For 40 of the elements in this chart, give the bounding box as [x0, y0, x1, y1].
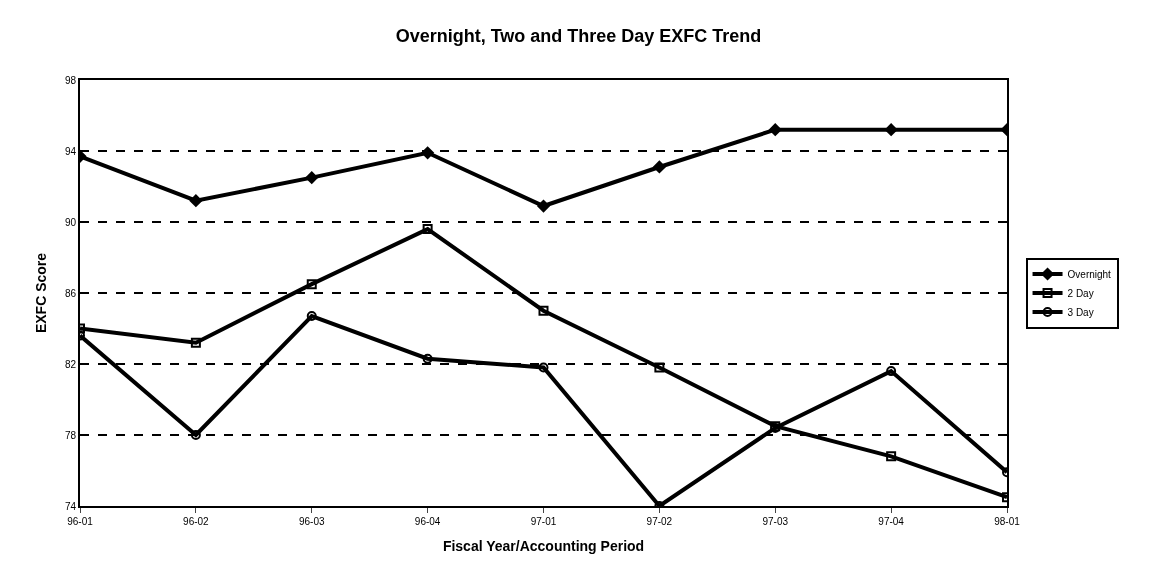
- point: [886, 451, 897, 462]
- x-tick-label: 97-04: [878, 516, 905, 527]
- point: [306, 279, 317, 290]
- x-tick-label: 96-01: [67, 516, 94, 527]
- point: [538, 305, 549, 316]
- legend-label: 2 Day: [1067, 287, 1094, 299]
- y-axis-title: EXFC Score: [32, 252, 49, 334]
- legend-label: Overnight: [1067, 268, 1112, 280]
- point: [537, 199, 550, 213]
- point: [305, 171, 318, 184]
- point: [653, 160, 666, 174]
- y-tick-label: 98: [64, 74, 77, 86]
- x-tick-label: 96-04: [414, 516, 441, 527]
- point: [422, 224, 433, 235]
- point: [538, 362, 549, 373]
- y-tick-label: 86: [64, 287, 77, 299]
- point: [884, 123, 898, 136]
- x-tick-label: 97-02: [646, 516, 673, 527]
- y-tick-label: 78: [64, 429, 77, 441]
- x-tick-label: 96-03: [298, 516, 325, 527]
- x-axis-title: Fiscal Year/Accounting Period: [442, 537, 645, 554]
- point: [190, 337, 201, 348]
- x-tick-label: 98-01: [994, 516, 1021, 527]
- point: [421, 146, 434, 159]
- y-tick-label: 82: [64, 358, 77, 370]
- chart-title: Overnight, Two and Three Day EXFC Trend: [395, 25, 762, 46]
- y-tick-label: 74: [64, 500, 77, 512]
- point: [189, 194, 203, 207]
- point: [654, 362, 665, 373]
- x-tick-label: 97-03: [762, 516, 789, 527]
- point: [886, 366, 897, 377]
- point: [769, 123, 782, 136]
- y-tick-label: 90: [64, 216, 77, 228]
- x-tick-label: 97-01: [530, 516, 557, 527]
- legend-label: 3 Day: [1067, 306, 1094, 318]
- x-tick-label: 96-02: [183, 516, 210, 527]
- point: [306, 311, 317, 322]
- point: [422, 353, 433, 364]
- point: [190, 430, 201, 440]
- y-tick-label: 94: [64, 145, 77, 157]
